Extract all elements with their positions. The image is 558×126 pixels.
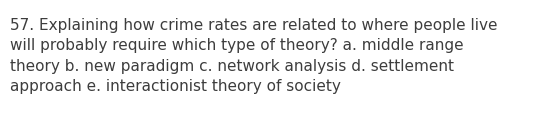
Text: 57. Explaining how crime rates are related to where people live
will probably re: 57. Explaining how crime rates are relat… bbox=[10, 18, 498, 94]
